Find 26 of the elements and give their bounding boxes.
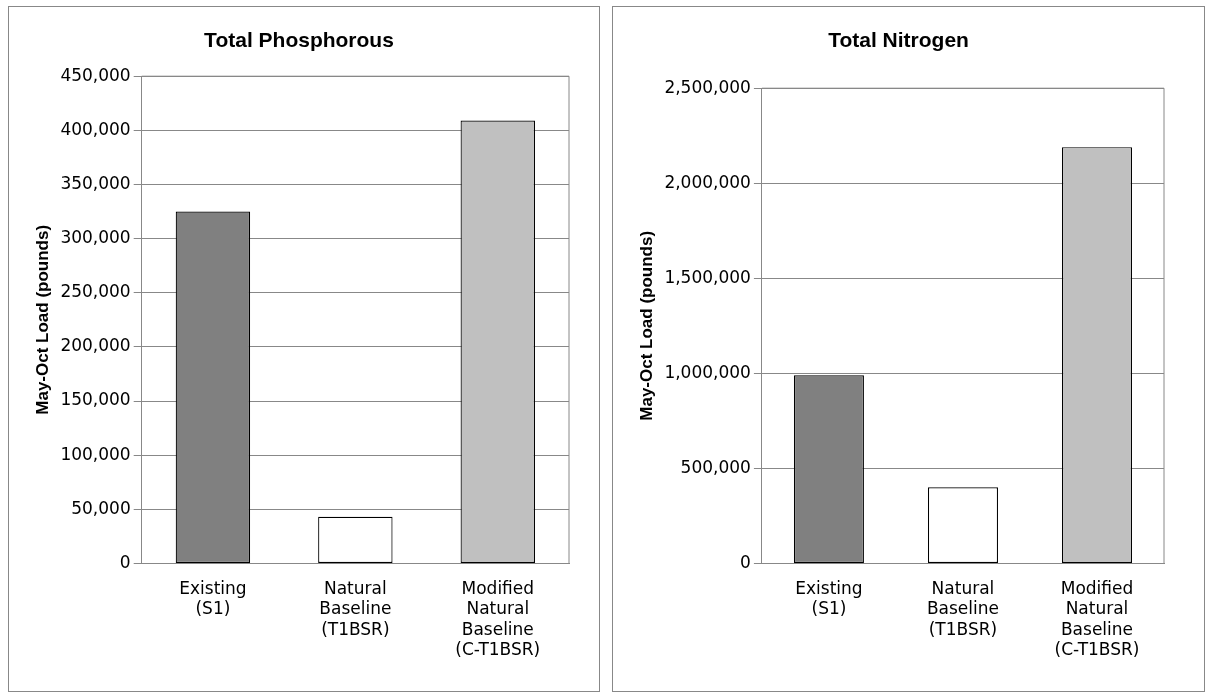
y-tick-label: 1,500,000 <box>664 266 751 287</box>
y-tick-label: 2,500,000 <box>664 76 751 97</box>
x-tick-label: Natural Baseline (T1BSR) <box>926 578 999 639</box>
y-tick-label: 1,000,000 <box>664 361 751 382</box>
x-tick-label: Existing (S1) <box>795 578 863 619</box>
y-tick-label: 450,000 <box>60 64 131 85</box>
y-tick-label: 0 <box>119 551 131 572</box>
x-tick-label: Natural Baseline (T1BSR) <box>319 578 392 639</box>
y-tick-label: 0 <box>740 551 751 572</box>
x-tick-label: Modified Natural Baseline (C-T1BSR) <box>455 578 541 660</box>
y-tick-label: 200,000 <box>60 335 131 356</box>
y-tick-label: 250,000 <box>60 281 131 302</box>
chart-title: Total Phosphorous <box>204 28 394 52</box>
y-tick-label: 400,000 <box>60 118 131 139</box>
y-axis-title: May-Oct Load (pounds) <box>32 224 52 415</box>
y-axis-title: May-Oct Load (pounds) <box>636 230 656 421</box>
y-tick-label: 150,000 <box>60 389 131 410</box>
y-tick-label: 350,000 <box>60 172 131 193</box>
y-tick-label: 500,000 <box>680 456 751 477</box>
x-tick-label: Modified Natural Baseline (C-T1BSR) <box>1054 578 1140 660</box>
chart-title: Total Nitrogen <box>828 28 969 52</box>
y-tick-label: 50,000 <box>71 497 131 518</box>
y-tick-label: 300,000 <box>60 227 131 248</box>
y-tick-label: 100,000 <box>60 443 131 464</box>
y-tick-label: 2,000,000 <box>664 171 751 192</box>
x-tick-label: Existing (S1) <box>179 578 247 619</box>
